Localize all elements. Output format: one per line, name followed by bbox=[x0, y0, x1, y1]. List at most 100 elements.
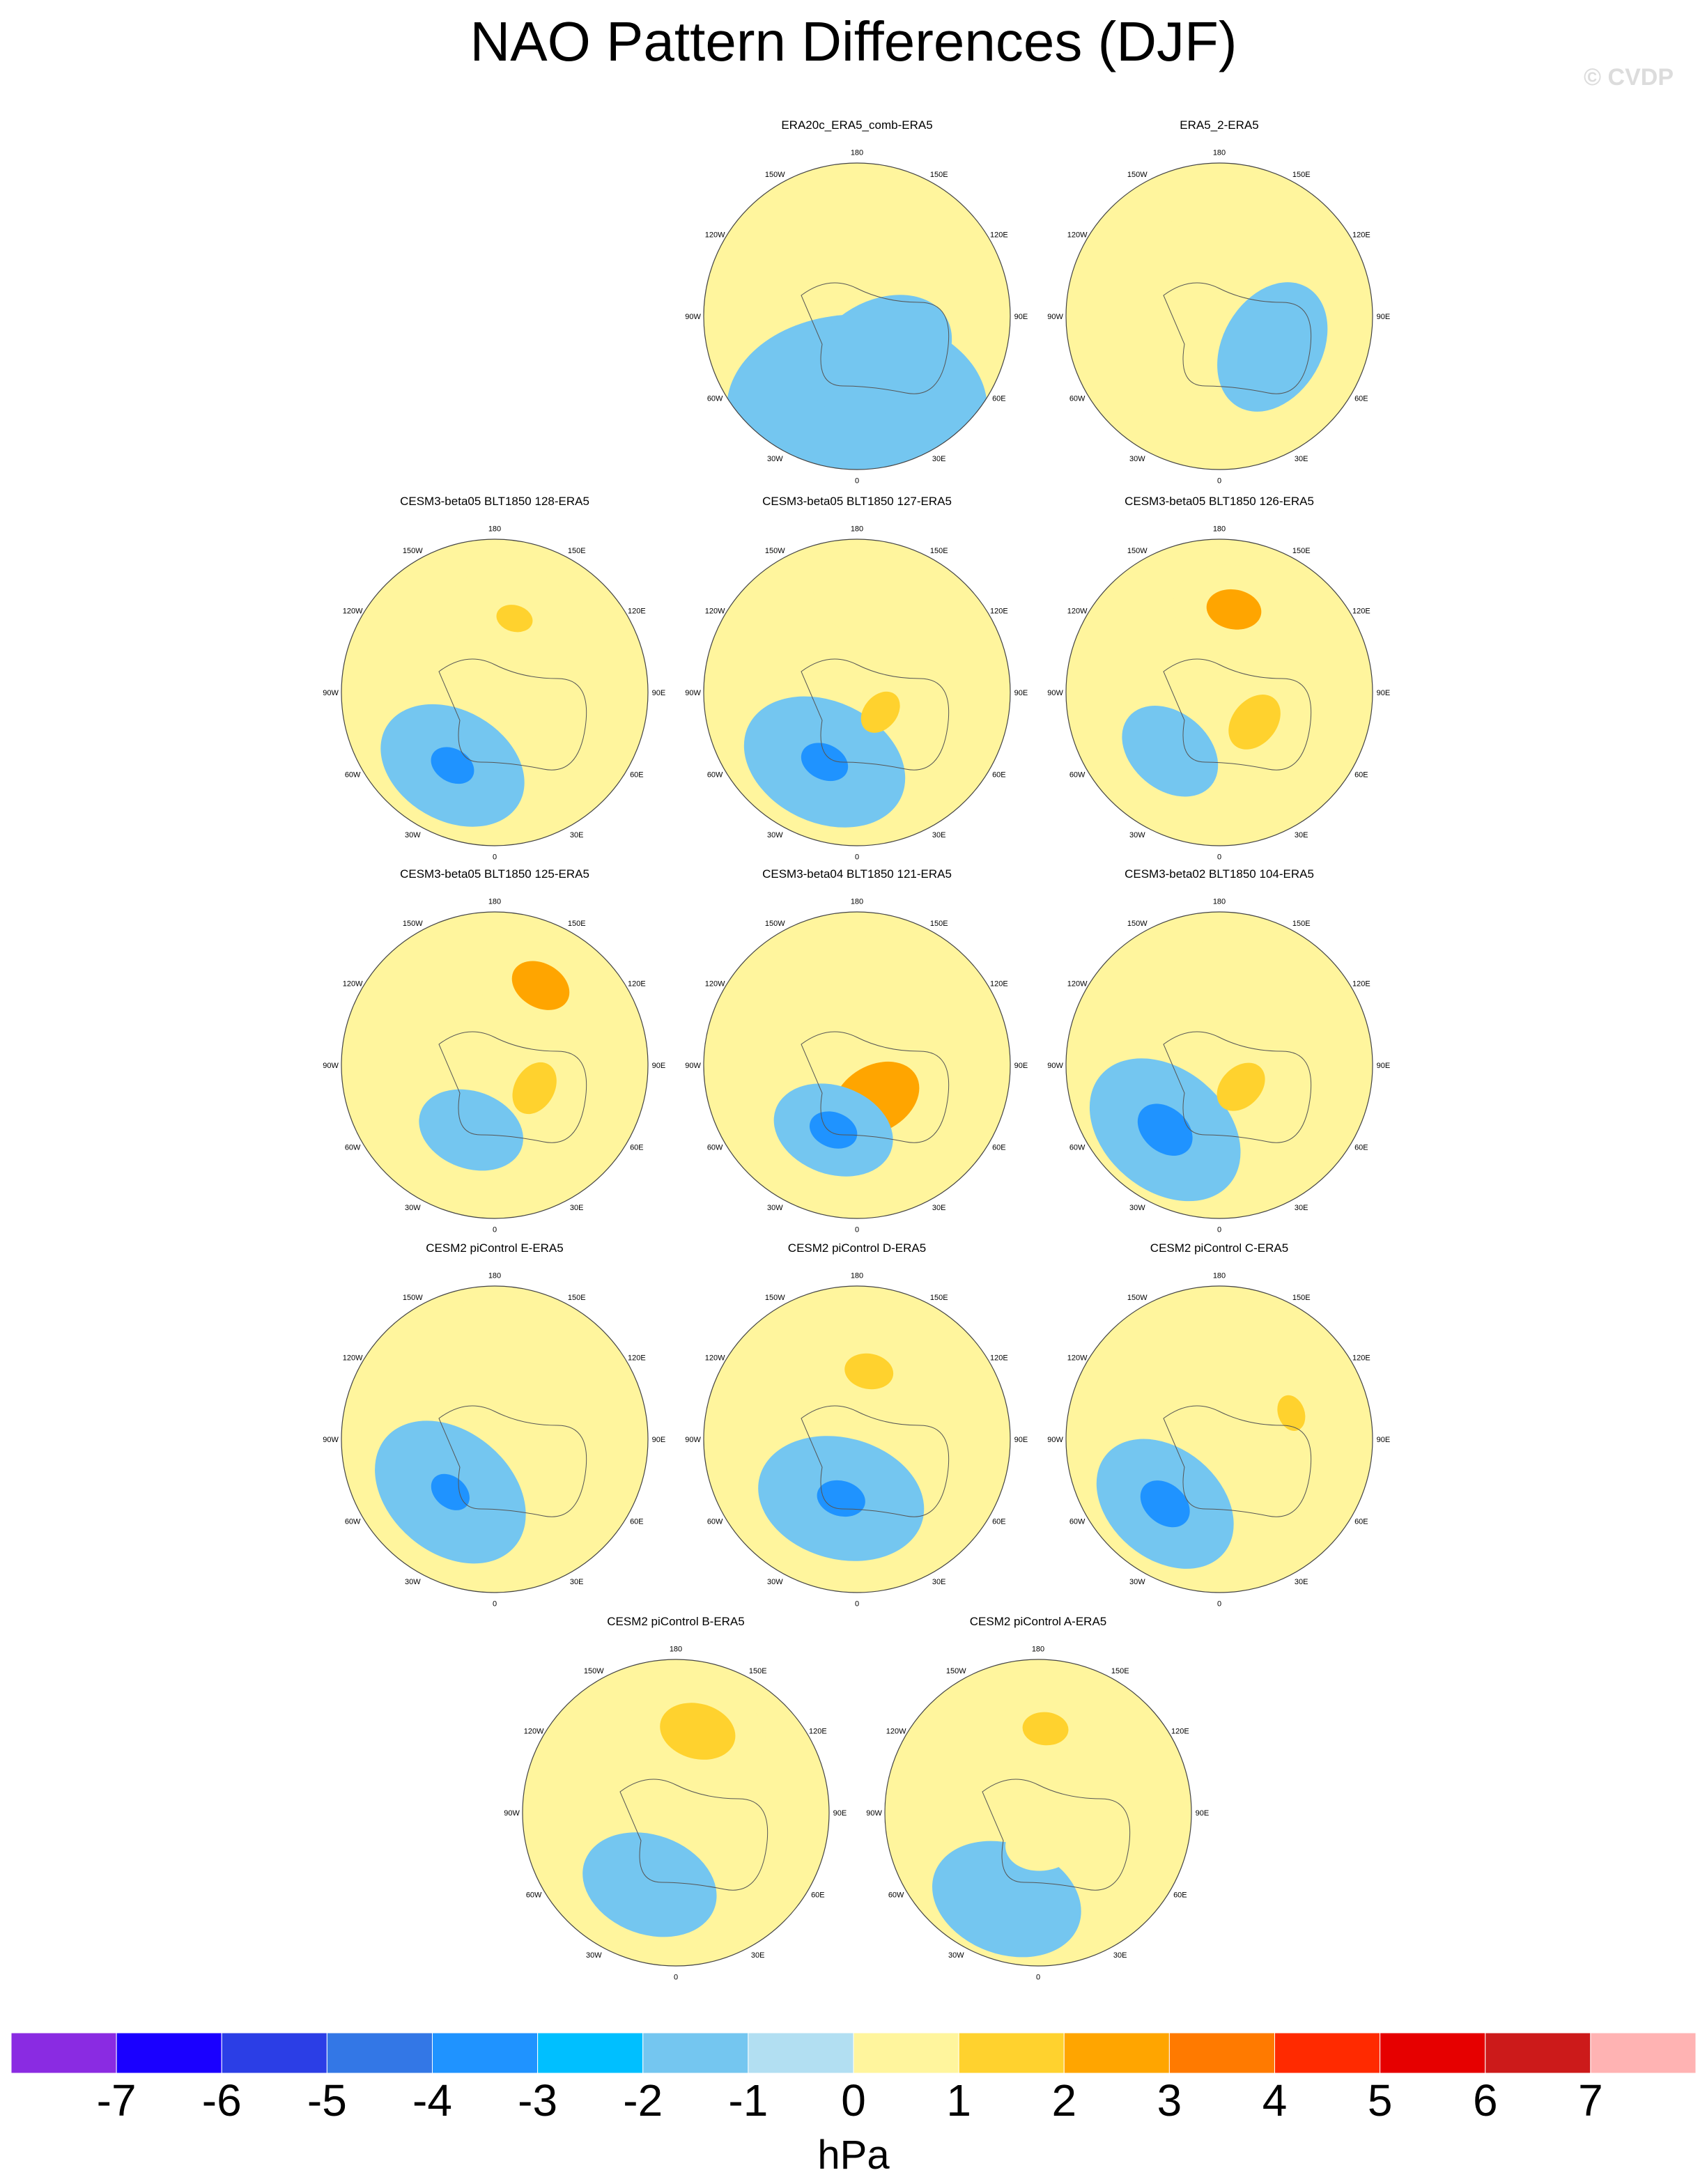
longitude-label: 90W bbox=[685, 689, 701, 697]
longitude-label: 0 bbox=[1217, 1600, 1221, 1608]
panel-title: CESM3-beta04 BLT1850 121-ERA5 bbox=[762, 867, 952, 881]
longitude-label: 0 bbox=[855, 853, 859, 861]
positive-anomaly bbox=[452, 1289, 575, 1379]
positive-anomaly bbox=[1216, 1062, 1265, 1111]
longitude-label: 150W bbox=[1127, 920, 1148, 928]
polar-map: 180 150E 120E 90E 60E 30E 0 30W 60W 90W 120W 150W bbox=[323, 525, 665, 862]
longitude-label: 180 bbox=[488, 525, 501, 534]
longitude-label: 30E bbox=[570, 1204, 584, 1212]
longitude-label: 30W bbox=[586, 1951, 602, 1960]
map-border bbox=[1065, 539, 1373, 846]
longitude-label: 90E bbox=[1377, 689, 1391, 697]
longitude-label: 60E bbox=[630, 771, 644, 780]
map-panel: CESM2 piControl C-ERA5 180 150E 120E 90E 60E 3… bbox=[1038, 1241, 1400, 1618]
longitude-label: 120E bbox=[1352, 607, 1370, 615]
longitude-label: 150W bbox=[584, 1667, 604, 1675]
longitude-label: 120W bbox=[1067, 231, 1088, 239]
colorbar-segment bbox=[11, 2033, 117, 2074]
longitude-label: 0 bbox=[674, 1973, 678, 1981]
longitude-label: 120E bbox=[1171, 1727, 1189, 1735]
longitude-label: 0 bbox=[1036, 1973, 1040, 1981]
coastline bbox=[438, 658, 587, 770]
longitude-label: 90W bbox=[1047, 1062, 1063, 1070]
longitude-label: 30E bbox=[932, 1204, 946, 1212]
longitude-label: 150E bbox=[1292, 920, 1311, 928]
panel-title: ERA5_2-ERA5 bbox=[1180, 118, 1259, 132]
coastline bbox=[1163, 282, 1312, 394]
longitude-label: 90E bbox=[1377, 1436, 1391, 1444]
longitude-label: 60E bbox=[1354, 395, 1368, 403]
positive-anomaly bbox=[1277, 1395, 1306, 1432]
longitude-label: 30E bbox=[1113, 1951, 1127, 1960]
longitude-label: 0 bbox=[1217, 477, 1221, 485]
longitude-label: 30W bbox=[405, 1578, 421, 1586]
longitude-label: 120E bbox=[1352, 1354, 1370, 1362]
longitude-label: 90E bbox=[1014, 313, 1028, 321]
coastline bbox=[1163, 658, 1312, 770]
colorbar-segment bbox=[116, 2033, 222, 2074]
longitude-label: 30W bbox=[767, 1204, 783, 1212]
colorbar-tick-label: -5 bbox=[307, 2075, 347, 2125]
longitude-label: 180 bbox=[1213, 1272, 1226, 1280]
background-fill bbox=[704, 1286, 1010, 1593]
longitude-label: 120W bbox=[343, 979, 363, 988]
longitude-label: 120W bbox=[343, 607, 363, 615]
positive-anomaly bbox=[503, 683, 553, 741]
longitude-label: 120E bbox=[628, 979, 646, 988]
map-panel: CESM3-beta05 BLT1850 125-ERA5 180 150E 120E… bbox=[314, 867, 676, 1244]
map-border bbox=[703, 162, 1011, 470]
longitude-label: 120E bbox=[1352, 979, 1370, 988]
longitude-label: 90E bbox=[652, 1436, 666, 1444]
polar-map: 180 150E 120E 90E 60E 30E 0 30W 60W 90W 120W 150W bbox=[685, 149, 1028, 486]
longitude-label: 180 bbox=[851, 1272, 863, 1280]
panel-title: CESM2 piControl E-ERA5 bbox=[426, 1241, 564, 1255]
longitude-label: 150W bbox=[403, 1294, 423, 1302]
longitude-label: 150W bbox=[403, 920, 423, 928]
negative-anomaly bbox=[1217, 282, 1328, 412]
colorbar-segment bbox=[537, 2033, 644, 2074]
longitude-label: 60W bbox=[526, 1891, 542, 1900]
longitude-label: 180 bbox=[851, 149, 863, 157]
negative-anomaly bbox=[1140, 1480, 1190, 1528]
longitude-label: 30W bbox=[1129, 1204, 1145, 1212]
map-border bbox=[1065, 1285, 1373, 1593]
positive-anomaly bbox=[496, 605, 533, 633]
negative-anomaly bbox=[809, 1111, 858, 1149]
longitude-label: 180 bbox=[1213, 149, 1226, 157]
longitude-label: 30W bbox=[405, 831, 421, 839]
positive-anomaly bbox=[828, 936, 934, 1016]
positive-anomaly bbox=[1256, 1342, 1342, 1444]
longitude-label: 60E bbox=[1354, 1144, 1368, 1152]
polar-map: 180 150E 120E 90E 60E 30E 0 30W 60W 90W 120W 150W bbox=[1047, 1272, 1391, 1609]
longitude-label: 120W bbox=[705, 979, 725, 988]
longitude-label: 120E bbox=[1352, 231, 1370, 239]
longitude-label: 60W bbox=[1069, 771, 1086, 780]
longitude-label: 30W bbox=[1129, 831, 1145, 839]
negative-anomaly bbox=[808, 295, 952, 418]
colorbar-segment bbox=[748, 2033, 854, 2074]
longitude-label: 30E bbox=[570, 831, 584, 839]
coastline bbox=[801, 1031, 950, 1143]
longitude-label: 120E bbox=[809, 1727, 827, 1735]
longitude-label: 150E bbox=[930, 547, 948, 555]
map-panel: CESM2 piControl E-ERA5 180 150E 120E 90E 60E 3… bbox=[314, 1241, 676, 1618]
colorbar-tick-label: -4 bbox=[412, 2075, 452, 2125]
colorbar-segment bbox=[1485, 2033, 1591, 2074]
longitude-label: 60E bbox=[1173, 1891, 1187, 1900]
longitude-label: 180 bbox=[670, 1645, 682, 1654]
longitude-label: 150W bbox=[765, 920, 785, 928]
coastline bbox=[1163, 1031, 1312, 1143]
map-panel: CESM3-beta05 BLT1850 126-ERA5 180 150E 120E… bbox=[1038, 495, 1400, 871]
colorbar-segment bbox=[1063, 2033, 1170, 2074]
colorbar-tick-label: 7 bbox=[1578, 2075, 1603, 2125]
longitude-label: 150W bbox=[1127, 547, 1148, 555]
map-border bbox=[341, 911, 649, 1219]
longitude-label: 180 bbox=[1032, 1645, 1044, 1654]
polar-map: 180 150E 120E 90E 60E 30E 0 30W 60W 90W 120W 150W bbox=[1047, 898, 1390, 1234]
positive-anomaly bbox=[1173, 940, 1265, 1007]
longitude-label: 120W bbox=[705, 607, 725, 615]
panel-title: CESM3-beta05 BLT1850 128-ERA5 bbox=[400, 495, 589, 508]
colorbar-tick-label: -1 bbox=[728, 2075, 768, 2125]
longitude-label: 60E bbox=[1354, 1518, 1368, 1526]
map-border bbox=[341, 1285, 649, 1593]
